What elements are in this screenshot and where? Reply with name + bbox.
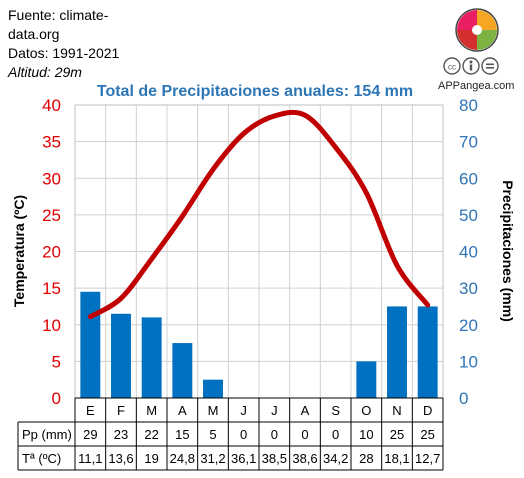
left-tick-label: 15 <box>42 279 61 298</box>
chart-title: Total de Precipitaciones anuales: 154 mm <box>97 83 413 100</box>
table-cell: 25 <box>390 427 404 442</box>
precip-bar <box>141 317 162 398</box>
table-cell: 10 <box>359 427 373 442</box>
right-axis-label: Precipitaciones (mm) <box>500 180 516 322</box>
left-tick-label: 40 <box>42 96 61 115</box>
month-label: J <box>240 403 247 418</box>
svg-text:cc: cc <box>448 63 456 72</box>
month-label: F <box>117 403 125 418</box>
right-tick-label: 60 <box>459 169 478 188</box>
precip-bar <box>111 313 131 398</box>
month-label: N <box>392 403 401 418</box>
table-cell: 36,1 <box>231 451 256 466</box>
table-cell: 0 <box>240 427 247 442</box>
right-tick-label: 40 <box>459 243 478 262</box>
month-label: E <box>86 403 95 418</box>
source-line2: data.org <box>8 26 60 42</box>
month-label: A <box>301 403 310 418</box>
precip-bar <box>387 306 407 398</box>
table-cell: 19 <box>144 451 158 466</box>
right-axis-ticks: 0 10 20 30 40 50 60 70 80 <box>459 96 478 408</box>
table-cell: 23 <box>114 427 128 442</box>
table-cell: 31,2 <box>200 451 225 466</box>
altitude-text: Altitud: 29m <box>8 64 82 80</box>
table-cell: 18,1 <box>384 451 409 466</box>
creative-commons-icon: cc <box>443 57 499 75</box>
left-tick-label: 20 <box>42 243 61 262</box>
left-tick-label: 0 <box>52 389 61 408</box>
left-tick-label: 10 <box>42 316 61 335</box>
month-label: A <box>178 403 187 418</box>
left-tick-label: 5 <box>52 352 61 371</box>
table-cell: 15 <box>175 427 189 442</box>
brand-name: APPangea.com <box>438 80 515 92</box>
period-text: Datos: 1991-2021 <box>8 45 120 61</box>
month-label: M <box>146 403 157 418</box>
puzzle-logo-icon <box>455 8 499 52</box>
precipitation-bars <box>80 291 438 398</box>
table-cell: 13,6 <box>108 451 133 466</box>
table-cell: 22 <box>144 427 158 442</box>
right-tick-label: 80 <box>459 96 478 115</box>
month-label: M <box>208 403 219 418</box>
temperature-line <box>87 109 431 320</box>
table-row-label: Tª (ºC) <box>22 451 61 466</box>
left-axis-ticks: 0 5 10 15 20 25 30 35 40 <box>42 96 61 408</box>
left-tick-label: 35 <box>42 133 61 152</box>
table-cell: 24,8 <box>170 451 195 466</box>
table-cell: 0 <box>332 427 339 442</box>
left-tick-label: 30 <box>42 169 61 188</box>
table-cell: 28 <box>359 451 373 466</box>
table-cell: 38,6 <box>292 451 317 466</box>
table-cell: 0 <box>271 427 278 442</box>
right-tick-label: 0 <box>459 389 468 408</box>
precip-bar <box>203 379 223 398</box>
left-axis-label: Temperatura (ºC) <box>11 195 27 307</box>
precip-bar <box>417 306 438 398</box>
table-row-label: Pp (mm) <box>22 427 72 442</box>
table-cell: 12,7 <box>415 451 440 466</box>
table-cell: 25 <box>420 427 434 442</box>
month-label: D <box>423 403 432 418</box>
precip-bar <box>80 291 101 398</box>
table-cell: 34,2 <box>323 451 348 466</box>
table-cell: 11,1 <box>78 451 102 466</box>
table-cell: 5 <box>209 427 216 442</box>
month-label: S <box>331 403 340 418</box>
table-cell: 38,5 <box>262 451 287 466</box>
table-cell: 29 <box>83 427 97 442</box>
left-tick-label: 25 <box>42 206 61 225</box>
table-cell: 0 <box>301 427 308 442</box>
right-tick-label: 50 <box>459 206 478 225</box>
month-label: J <box>271 403 278 418</box>
data-table: E F M A M J J A S O N D Pp (mm) 29 23 22 15 5 0 0 0 0 10 25 25 Tª… <box>17 397 444 471</box>
right-tick-label: 10 <box>459 352 478 371</box>
precip-bar <box>356 361 377 398</box>
source-line1: Fuente: climate- <box>8 7 109 23</box>
right-tick-label: 70 <box>459 133 478 152</box>
source-info: Fuente: climate- data.org Datos: 1991-20… <box>8 6 158 82</box>
precip-bar <box>172 343 193 398</box>
right-tick-label: 20 <box>459 316 478 335</box>
month-label: O <box>361 403 371 418</box>
right-tick-label: 30 <box>459 279 478 298</box>
